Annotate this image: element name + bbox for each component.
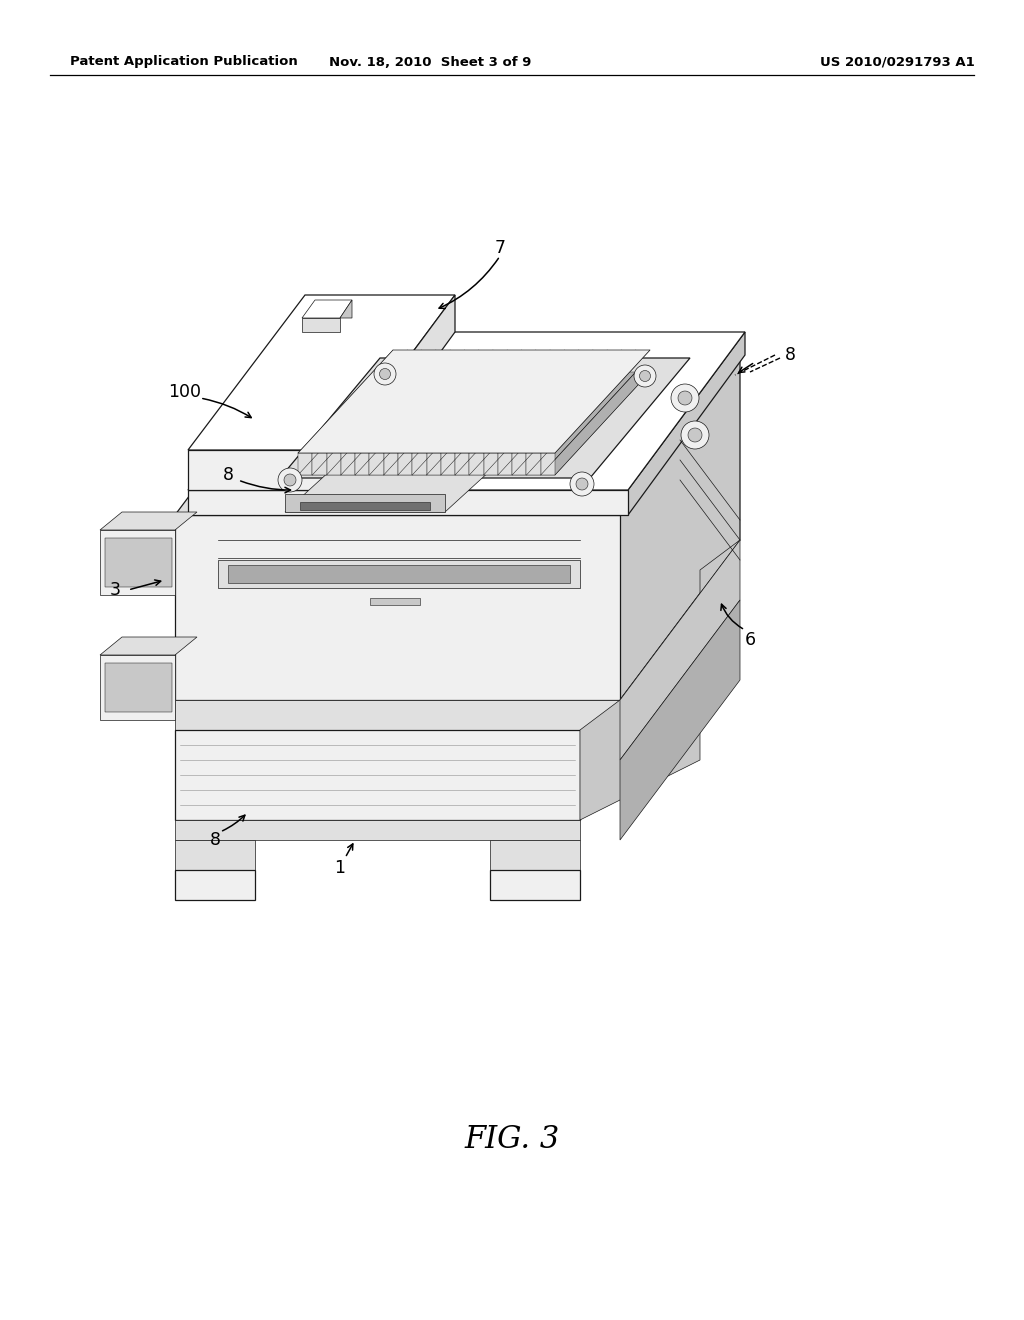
Polygon shape xyxy=(175,870,255,900)
Polygon shape xyxy=(100,638,197,655)
Circle shape xyxy=(678,391,692,405)
Polygon shape xyxy=(526,453,541,475)
Polygon shape xyxy=(298,372,408,475)
Polygon shape xyxy=(312,372,422,475)
Circle shape xyxy=(374,363,396,385)
Polygon shape xyxy=(105,663,172,711)
Polygon shape xyxy=(355,372,465,475)
Polygon shape xyxy=(413,372,521,475)
Polygon shape xyxy=(175,730,580,820)
Polygon shape xyxy=(175,515,620,700)
Polygon shape xyxy=(427,372,536,475)
Text: 7: 7 xyxy=(495,239,506,257)
Polygon shape xyxy=(175,840,255,870)
Polygon shape xyxy=(455,453,469,475)
Polygon shape xyxy=(285,447,515,512)
Polygon shape xyxy=(620,355,740,700)
Polygon shape xyxy=(100,531,175,595)
Polygon shape xyxy=(188,294,455,450)
Circle shape xyxy=(640,371,650,381)
Polygon shape xyxy=(490,870,580,900)
Polygon shape xyxy=(620,540,740,760)
Text: Nov. 18, 2010  Sheet 3 of 9: Nov. 18, 2010 Sheet 3 of 9 xyxy=(329,55,531,69)
Polygon shape xyxy=(175,820,580,840)
Circle shape xyxy=(681,421,709,449)
Polygon shape xyxy=(483,453,498,475)
Polygon shape xyxy=(427,453,440,475)
Polygon shape xyxy=(298,350,650,453)
Polygon shape xyxy=(298,453,312,475)
Polygon shape xyxy=(105,539,172,587)
Polygon shape xyxy=(440,372,550,475)
Polygon shape xyxy=(620,601,740,840)
Polygon shape xyxy=(398,453,413,475)
Polygon shape xyxy=(228,565,570,583)
Circle shape xyxy=(634,366,656,387)
Polygon shape xyxy=(340,300,352,318)
Text: FIG. 3: FIG. 3 xyxy=(464,1125,560,1155)
Polygon shape xyxy=(285,494,445,512)
Text: 100: 100 xyxy=(169,383,202,401)
Polygon shape xyxy=(218,560,580,587)
Polygon shape xyxy=(370,372,478,475)
Polygon shape xyxy=(175,700,620,730)
Circle shape xyxy=(380,368,390,380)
Text: 8: 8 xyxy=(784,346,796,364)
Polygon shape xyxy=(175,355,740,515)
Polygon shape xyxy=(327,453,341,475)
Circle shape xyxy=(284,474,296,486)
Polygon shape xyxy=(341,453,355,475)
Polygon shape xyxy=(341,372,451,475)
Polygon shape xyxy=(580,540,740,820)
Polygon shape xyxy=(302,318,340,333)
Polygon shape xyxy=(541,453,555,475)
Polygon shape xyxy=(541,372,650,475)
Polygon shape xyxy=(100,655,175,719)
Polygon shape xyxy=(526,372,636,475)
Circle shape xyxy=(570,473,594,496)
Polygon shape xyxy=(469,372,579,475)
Text: 8: 8 xyxy=(210,832,220,849)
Polygon shape xyxy=(327,372,436,475)
Polygon shape xyxy=(384,453,398,475)
Polygon shape xyxy=(413,453,427,475)
Polygon shape xyxy=(280,358,690,478)
Polygon shape xyxy=(398,372,507,475)
Polygon shape xyxy=(370,453,384,475)
Circle shape xyxy=(278,469,302,492)
Polygon shape xyxy=(440,453,455,475)
Text: Patent Application Publication: Patent Application Publication xyxy=(70,55,298,69)
Polygon shape xyxy=(469,453,483,475)
Text: 8: 8 xyxy=(222,466,233,484)
Polygon shape xyxy=(628,333,745,515)
Polygon shape xyxy=(312,453,327,475)
Polygon shape xyxy=(188,333,745,490)
Polygon shape xyxy=(300,502,430,510)
Polygon shape xyxy=(512,453,526,475)
Polygon shape xyxy=(455,372,564,475)
Circle shape xyxy=(575,478,588,490)
Polygon shape xyxy=(498,453,512,475)
Polygon shape xyxy=(483,372,593,475)
Polygon shape xyxy=(302,300,352,318)
Circle shape xyxy=(688,428,702,442)
Circle shape xyxy=(671,384,699,412)
Polygon shape xyxy=(490,840,580,870)
Text: 3: 3 xyxy=(110,581,121,599)
Polygon shape xyxy=(340,294,455,490)
Polygon shape xyxy=(498,372,607,475)
Text: 6: 6 xyxy=(744,631,756,649)
Polygon shape xyxy=(512,372,622,475)
Text: 1: 1 xyxy=(335,859,345,876)
Polygon shape xyxy=(355,453,370,475)
Text: US 2010/0291793 A1: US 2010/0291793 A1 xyxy=(820,55,975,69)
Polygon shape xyxy=(384,372,493,475)
Polygon shape xyxy=(188,490,628,515)
Polygon shape xyxy=(370,598,420,605)
Polygon shape xyxy=(100,512,197,531)
Polygon shape xyxy=(188,450,340,490)
